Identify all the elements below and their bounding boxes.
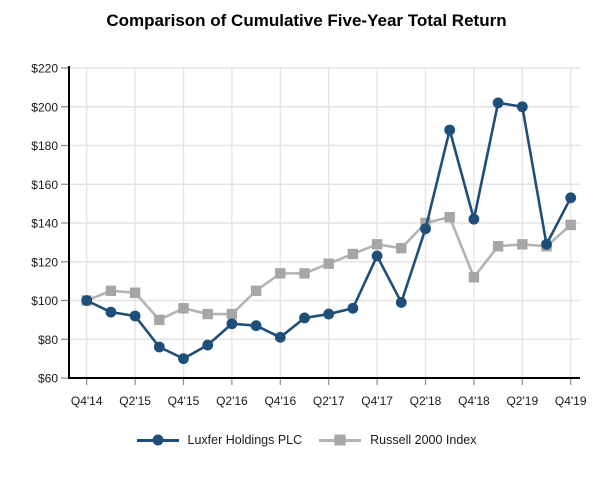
data-point-russell	[371, 239, 383, 250]
y-axis-label: $80	[38, 333, 58, 347]
data-point-luxfer	[323, 308, 335, 320]
x-axis-label: Q4'19	[555, 394, 587, 408]
data-point-russell	[468, 272, 480, 283]
data-point-luxfer	[105, 306, 117, 318]
data-point-russell	[492, 241, 504, 252]
data-point-russell	[105, 285, 117, 297]
data-point-russell	[275, 268, 286, 279]
legend-label-luxfer: Luxfer Holdings PLC	[187, 433, 303, 447]
x-axis-label: Q2'19	[506, 394, 538, 408]
x-axis-label: Q4'18	[458, 394, 490, 408]
data-point-russell	[226, 308, 238, 320]
y-axis-label: $140	[31, 217, 58, 231]
x-axis-label: Q4'16	[264, 394, 296, 408]
luxfer-series-sample	[136, 434, 179, 447]
russell-square-marker-icon	[334, 434, 346, 446]
data-point-russell	[154, 314, 165, 326]
x-axis-label: Q4'14	[71, 394, 103, 408]
y-axis-label: $60	[38, 372, 58, 386]
data-point-russell	[129, 287, 141, 298]
legend-label-russell: Russell 2000 Index	[370, 433, 477, 447]
data-point-luxfer	[371, 250, 383, 262]
data-point-russell	[517, 239, 528, 250]
data-point-russell	[299, 268, 310, 279]
data-point-luxfer	[129, 310, 141, 322]
data-point-russell	[420, 217, 431, 229]
data-point-luxfer	[420, 223, 431, 235]
y-axis-label: $180	[31, 139, 58, 153]
x-axis-label: Q4'15	[168, 394, 200, 408]
data-point-russell	[202, 308, 213, 320]
y-axis-label: $160	[31, 178, 58, 192]
data-point-luxfer	[202, 339, 214, 351]
chart-title: Comparison of Cumulative Five-Year Total…	[106, 11, 507, 30]
y-axis-label: $120	[31, 255, 58, 269]
luxfer-circle-marker-icon	[152, 434, 163, 446]
data-point-luxfer	[468, 213, 480, 225]
data-point-luxfer	[565, 192, 577, 204]
data-point-luxfer	[226, 318, 238, 330]
data-point-luxfer	[81, 295, 93, 306]
data-point-luxfer	[178, 353, 189, 365]
data-point-russell	[323, 258, 334, 269]
data-point-russell	[396, 242, 407, 254]
x-axis-label: Q2'16	[216, 394, 248, 408]
data-point-luxfer	[516, 101, 528, 113]
data-point-russell	[178, 303, 189, 314]
y-axis-label: $220	[31, 62, 58, 76]
data-point-russell	[250, 285, 262, 297]
legend-item-russell: Russell 2000 Index	[319, 433, 476, 447]
data-point-luxfer	[492, 97, 504, 109]
data-point-russell	[565, 219, 576, 231]
data-point-russell	[444, 211, 455, 223]
data-point-luxfer	[274, 331, 286, 343]
y-axis-label: $200	[31, 100, 58, 114]
data-point-luxfer	[395, 297, 407, 308]
data-point-luxfer	[444, 124, 456, 136]
data-point-russell	[347, 248, 359, 260]
data-point-luxfer	[347, 302, 359, 314]
x-axis-label: Q4'17	[361, 394, 393, 408]
x-axis-label: Q2'18	[410, 394, 442, 408]
legend: Luxfer Holdings PLC Russell 2000 Index	[0, 433, 613, 447]
data-point-luxfer	[250, 320, 262, 332]
x-axis-label: Q2'17	[313, 394, 345, 408]
data-point-luxfer	[299, 312, 310, 324]
legend-item-luxfer: Luxfer Holdings PLC	[136, 433, 303, 447]
y-axis-label: $100	[31, 294, 58, 308]
data-point-luxfer	[541, 238, 552, 250]
x-axis-label: Q2'15	[119, 394, 151, 408]
russell-series-sample	[319, 434, 362, 447]
data-point-luxfer	[153, 341, 165, 353]
